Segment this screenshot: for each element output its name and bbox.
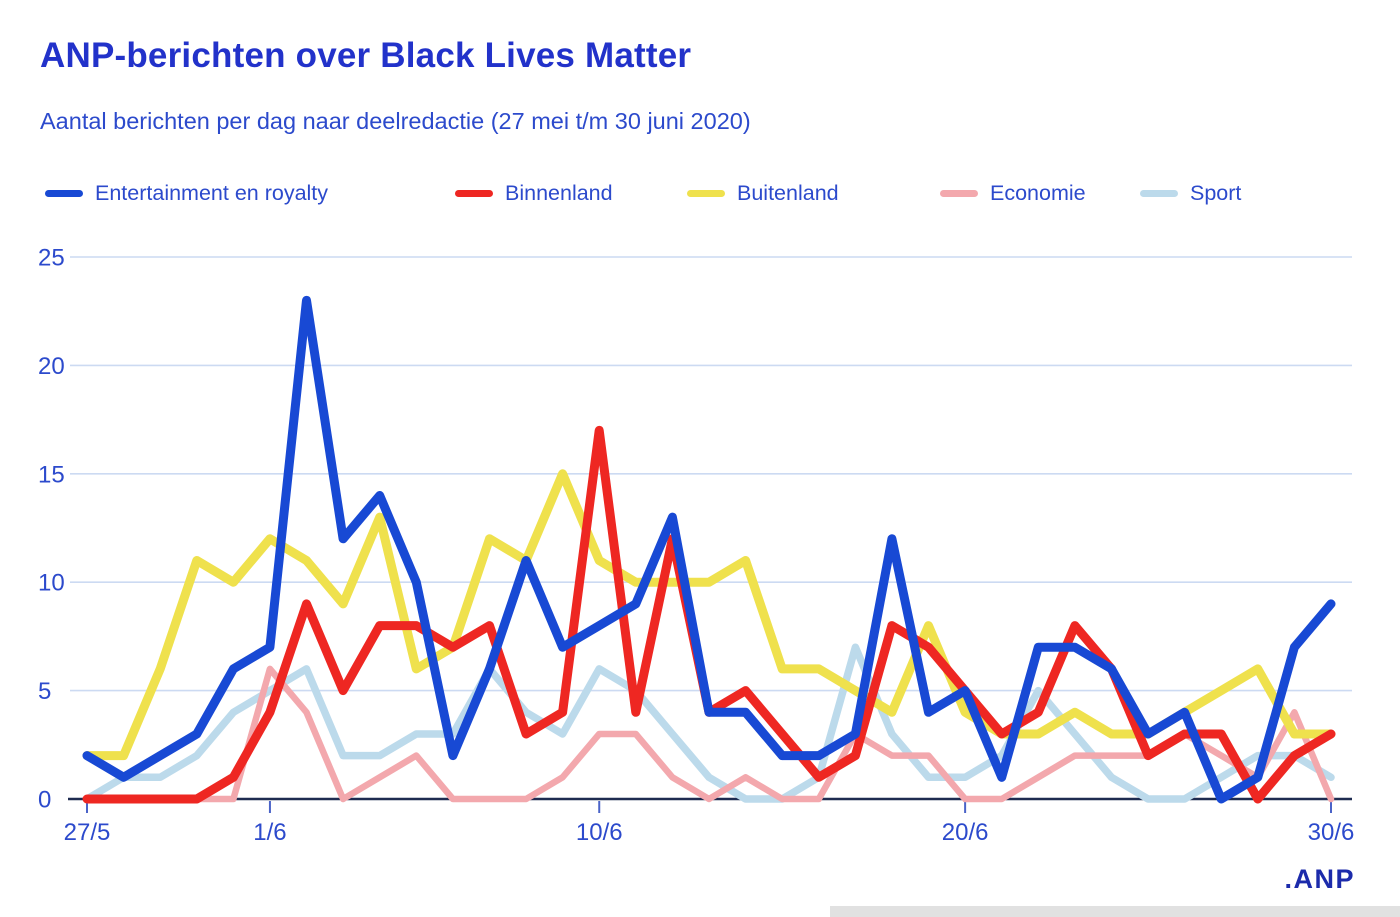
anp-logo: .ANP	[1284, 864, 1355, 894]
y-tick-label-15: 15	[38, 461, 65, 488]
series-line-buitenland	[82, 469, 1336, 761]
page-title: ANP-berichten over Black Lives Matter	[40, 36, 692, 75]
legend-item-0: Entertainment en royalty	[45, 180, 328, 206]
x-tick-label-27/5: 27/5	[64, 819, 111, 846]
series-line-sport	[83, 643, 1335, 803]
y-tick-label-20: 20	[38, 353, 65, 380]
bottom-edge-artifact	[830, 906, 1400, 917]
page-subtitle: Aantal berichten per dag naar deelredact…	[40, 108, 751, 134]
legend-swatch-icon	[687, 189, 725, 197]
legend-label: Entertainment en royalty	[95, 180, 329, 205]
legend-item-4: Sport	[1140, 180, 1241, 206]
series-line-entertainment-en-royalty	[82, 295, 1336, 804]
y-tick-label-0: 0	[38, 787, 51, 814]
legend-swatch-icon	[940, 189, 978, 197]
y-tick-label-5: 5	[38, 678, 51, 705]
legend-item-3: Economie	[940, 180, 1086, 206]
y-tick-label-25: 25	[38, 245, 65, 272]
x-tick-label-20/6: 20/6	[942, 819, 989, 846]
legend-label: Buitenland	[737, 180, 839, 205]
legend-label: Sport	[1190, 180, 1242, 205]
x-tick-label-30/6: 30/6	[1308, 819, 1355, 846]
y-tick-label-10: 10	[38, 570, 65, 597]
legend-label: Binnenland	[505, 180, 613, 205]
legend-item-2: Buitenland	[687, 180, 839, 206]
x-tick-label-10/6: 10/6	[576, 819, 623, 846]
legend-label: Economie	[990, 180, 1086, 205]
chart-legend: Entertainment en royalty Binnenland Buiten…	[0, 180, 1400, 206]
x-tick-label-1/6: 1/6	[253, 819, 286, 846]
legend-item-1: Binnenland	[455, 180, 613, 206]
legend-swatch-icon	[45, 189, 83, 197]
legend-swatch-icon	[1140, 189, 1178, 197]
legend-swatch-icon	[455, 189, 493, 197]
series-line-economie	[83, 665, 1335, 803]
